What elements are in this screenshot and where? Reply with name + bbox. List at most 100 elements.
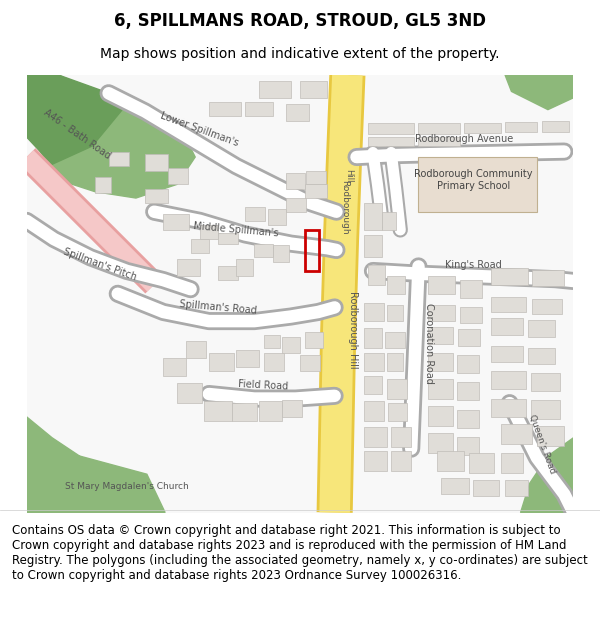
- Bar: [491, 399, 526, 417]
- Bar: [457, 409, 479, 428]
- Bar: [457, 382, 479, 401]
- Bar: [254, 244, 272, 258]
- Bar: [368, 137, 414, 146]
- Bar: [282, 337, 300, 353]
- Bar: [177, 383, 202, 403]
- Bar: [300, 81, 328, 98]
- Bar: [368, 123, 414, 134]
- Text: Coronation Road: Coronation Road: [424, 304, 434, 384]
- Text: Lower Spillman's: Lower Spillman's: [160, 111, 240, 149]
- Bar: [286, 198, 307, 212]
- Bar: [388, 403, 407, 421]
- Bar: [236, 350, 259, 367]
- Text: 6, SPILLMANS ROAD, STROUD, GL5 3ND: 6, SPILLMANS ROAD, STROUD, GL5 3ND: [114, 12, 486, 30]
- Bar: [218, 232, 238, 244]
- Bar: [532, 270, 565, 286]
- Bar: [364, 328, 382, 349]
- Text: Rodborough Community
Primary School: Rodborough Community Primary School: [414, 169, 532, 191]
- Bar: [385, 332, 405, 349]
- Bar: [177, 259, 200, 276]
- Bar: [391, 427, 411, 447]
- Bar: [109, 152, 128, 166]
- Bar: [386, 379, 407, 399]
- Bar: [168, 168, 188, 184]
- Bar: [364, 353, 384, 371]
- Bar: [95, 177, 112, 194]
- Text: St Mary Magdalen's Church: St Mary Magdalen's Church: [65, 482, 188, 491]
- Bar: [305, 230, 319, 271]
- Text: King's Road: King's Road: [445, 259, 502, 269]
- Bar: [368, 264, 385, 284]
- Bar: [364, 451, 386, 471]
- Bar: [505, 480, 528, 496]
- Bar: [457, 355, 479, 373]
- Bar: [441, 478, 469, 494]
- Bar: [457, 437, 479, 455]
- Bar: [528, 320, 555, 337]
- Bar: [491, 268, 528, 284]
- Bar: [307, 171, 326, 184]
- Bar: [428, 406, 453, 426]
- Text: Rodborough Hill: Rodborough Hill: [348, 291, 358, 369]
- Text: A46 - Bath Road: A46 - Bath Road: [41, 107, 112, 161]
- Bar: [209, 353, 235, 371]
- Text: Spillman's Pitch: Spillman's Pitch: [62, 247, 137, 282]
- Bar: [464, 123, 500, 133]
- Bar: [191, 239, 209, 252]
- Bar: [428, 276, 455, 294]
- Polygon shape: [505, 75, 574, 109]
- Polygon shape: [26, 75, 122, 164]
- Bar: [386, 305, 403, 321]
- Bar: [364, 401, 384, 421]
- Bar: [272, 246, 289, 262]
- Text: Rodborough: Rodborough: [340, 180, 349, 234]
- Bar: [364, 303, 384, 321]
- Bar: [259, 401, 282, 421]
- Bar: [428, 305, 455, 321]
- Bar: [491, 346, 523, 362]
- Bar: [491, 298, 526, 312]
- Bar: [542, 121, 569, 131]
- Bar: [537, 426, 565, 446]
- Bar: [300, 355, 320, 371]
- Bar: [200, 226, 218, 239]
- Bar: [418, 123, 460, 134]
- Bar: [491, 371, 526, 389]
- Bar: [204, 401, 232, 421]
- Bar: [305, 184, 328, 198]
- Bar: [163, 214, 189, 230]
- Polygon shape: [521, 438, 574, 512]
- Bar: [428, 328, 453, 344]
- Bar: [428, 433, 453, 453]
- Bar: [437, 451, 464, 471]
- Bar: [263, 335, 280, 349]
- Bar: [145, 189, 168, 202]
- Bar: [145, 154, 168, 171]
- Bar: [232, 403, 257, 421]
- Bar: [364, 202, 382, 230]
- Bar: [305, 332, 323, 349]
- Bar: [473, 480, 499, 496]
- Bar: [428, 353, 453, 371]
- Text: Contains OS data © Crown copyright and database right 2021. This information is : Contains OS data © Crown copyright and d…: [12, 524, 588, 582]
- Bar: [286, 104, 309, 121]
- Bar: [530, 401, 560, 419]
- Text: Hill: Hill: [344, 169, 353, 182]
- Bar: [386, 276, 405, 294]
- Bar: [286, 173, 305, 189]
- Bar: [460, 306, 482, 323]
- Bar: [460, 280, 482, 298]
- Bar: [245, 207, 265, 221]
- Bar: [364, 376, 382, 394]
- Bar: [458, 329, 479, 346]
- Text: Rodborough Avenue: Rodborough Avenue: [415, 134, 513, 144]
- Bar: [500, 453, 523, 473]
- Polygon shape: [61, 456, 165, 512]
- Bar: [282, 401, 302, 417]
- Bar: [386, 353, 403, 371]
- Bar: [236, 259, 253, 276]
- Bar: [530, 373, 560, 391]
- Bar: [245, 102, 272, 116]
- Bar: [268, 209, 286, 226]
- Bar: [263, 353, 284, 371]
